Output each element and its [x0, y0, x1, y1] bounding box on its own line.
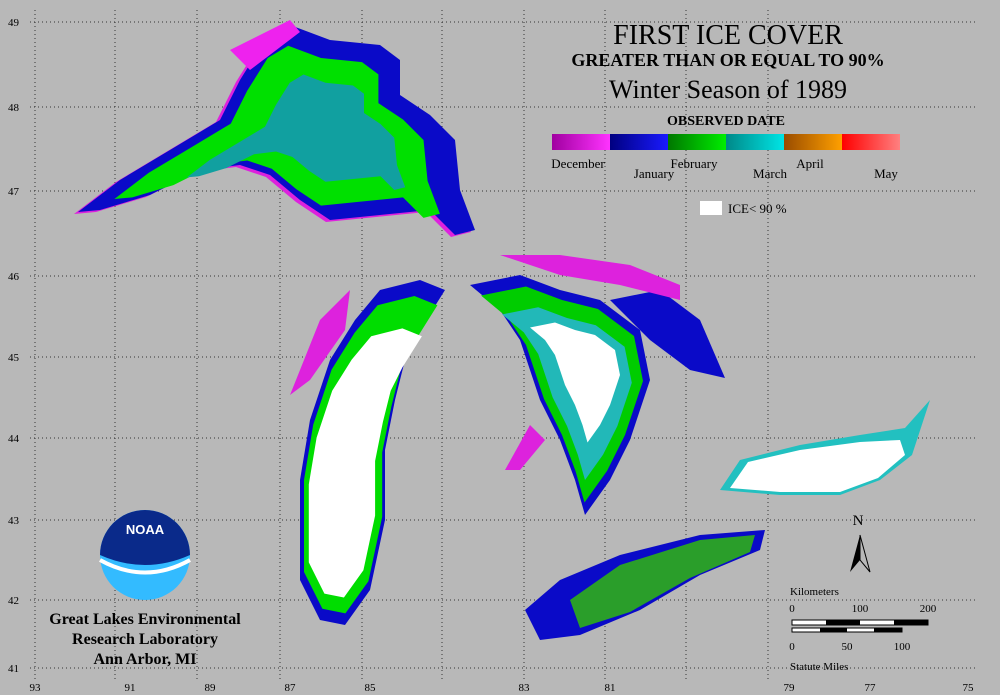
subtitle: GREATER THAN OR EQUAL TO 90%: [571, 50, 884, 70]
longitude-label: 83: [519, 682, 531, 694]
noaa-logo: NOAA: [99, 510, 191, 600]
credit: Great Lakes Environmental Research Labor…: [49, 611, 241, 668]
north-label: N: [853, 513, 864, 529]
lake-michigan: [290, 280, 445, 625]
legend-swatch: [552, 134, 610, 150]
legend-label: February: [671, 156, 718, 171]
latitude-label: 49: [8, 17, 20, 29]
mi-title: Statute Miles: [790, 661, 848, 673]
credit-line: Research Laboratory: [72, 631, 218, 648]
season: Winter Season of 1989: [609, 75, 847, 104]
low-ice-swatch: [700, 201, 722, 215]
longitude-label: 87: [285, 682, 297, 694]
scale-bar: Kilometers Statute Miles 0 100 200 0 50 100: [789, 586, 937, 673]
latitude-label: 41: [8, 663, 19, 675]
legend-swatch: [610, 134, 668, 150]
latitude-label: 48: [8, 102, 20, 114]
legend-label: December: [551, 156, 605, 171]
longitude-label: 75: [963, 682, 975, 694]
latitude-label: 47: [8, 186, 20, 198]
title-block: FIRST ICE COVER GREATER THAN OR EQUAL TO…: [571, 20, 884, 129]
km-tick-label: 100: [852, 603, 869, 615]
lake-superior: [74, 20, 475, 237]
logo-text: NOAA: [126, 522, 165, 537]
lake-erie: [525, 530, 765, 640]
longitude-label: 79: [784, 682, 796, 694]
title: FIRST ICE COVER: [613, 20, 843, 51]
legend-swatch: [842, 134, 900, 150]
credit-line: Ann Arbor, MI: [94, 651, 197, 668]
legend-label: January: [634, 166, 675, 181]
legend-label: April: [796, 156, 824, 171]
legend-swatch: [668, 134, 726, 150]
legend-swatch: [784, 134, 842, 150]
longitude-label: 81: [605, 682, 616, 694]
longitude-label: 89: [205, 682, 217, 694]
longitude-label: 77: [865, 682, 877, 694]
lake-huron: [470, 255, 725, 515]
mi-tick-label: 0: [789, 641, 795, 653]
north-arrow: N: [850, 513, 871, 573]
longitude-label: 93: [30, 682, 42, 694]
latitude-label: 45: [8, 352, 20, 364]
latitude-label: 42: [8, 595, 19, 607]
longitude-label: 91: [125, 682, 136, 694]
graticule: [30, 10, 975, 680]
latitude-label: 43: [8, 515, 20, 527]
legend-label: May: [874, 166, 898, 181]
low-ice-label: ICE< 90 %: [728, 201, 787, 216]
km-title: Kilometers: [790, 586, 839, 598]
longitude-label: 85: [365, 682, 377, 694]
legend-title: OBSERVED DATE: [667, 114, 785, 129]
credit-line: Great Lakes Environmental: [49, 611, 241, 628]
latitude-label: 44: [8, 433, 20, 445]
legend-swatch: [726, 134, 784, 150]
lake-ontario: [720, 400, 930, 495]
km-tick-label: 0: [789, 603, 795, 615]
km-tick-label: 200: [920, 603, 937, 615]
mi-tick-label: 50: [842, 641, 854, 653]
latitude-label: 46: [8, 271, 20, 283]
mi-tick-label: 100: [894, 641, 911, 653]
legend-label: March: [753, 166, 787, 181]
